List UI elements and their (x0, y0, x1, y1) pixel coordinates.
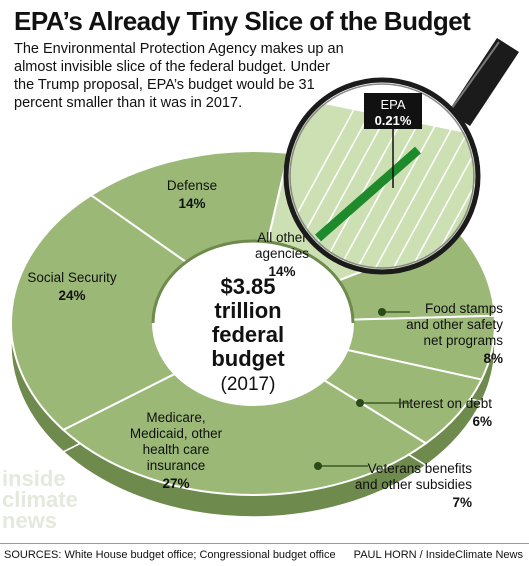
lens-hatch (484, 80, 529, 300)
label-defense: Defense 14% (167, 178, 217, 211)
label-food-line: net programs (423, 333, 503, 348)
watermark-word: inside (2, 466, 66, 491)
label-veterans-line: Veterans benefits (368, 461, 473, 476)
chart-title: EPA’s Already Tiny Slice of the Budget (14, 6, 471, 36)
label-social-value: 24% (58, 288, 85, 303)
center-line5: (2017) (221, 374, 276, 395)
chart-subtitle: The Environmental Protection Agency make… (14, 41, 344, 111)
center-line4: budget (211, 346, 285, 371)
label-allother-value: 14% (268, 264, 295, 279)
footer: SOURCES: White House budget office; Cong… (0, 543, 529, 566)
label-social-line: Social Security (27, 270, 117, 285)
magnifier-handle (448, 38, 519, 126)
watermark-word: news (2, 508, 57, 533)
label-food-line: and other safety (406, 317, 503, 332)
callout-dot-2 (314, 462, 322, 470)
epa-label: EPA (380, 97, 405, 112)
magnifier-rim-inner (289, 83, 475, 269)
label-medicare-line: Medicare, (146, 410, 205, 425)
label-allother-line: agencies (255, 246, 309, 261)
label-social: Social Security 24% (27, 270, 117, 303)
label-allother-line: All other (257, 230, 307, 245)
label-medicare-value: 27% (162, 476, 189, 491)
label-defense-line: Defense (167, 178, 217, 193)
center-line2: trillion (214, 298, 281, 323)
watermark-word: climate (2, 487, 78, 512)
label-veterans-value: 7% (452, 495, 472, 510)
label-medicare-line: insurance (147, 458, 206, 473)
label-medicare-line: Medicaid, other (130, 426, 223, 441)
sources-note: SOURCES: White House budget office; Cong… (4, 549, 336, 561)
label-food-line: Food stamps (425, 301, 503, 316)
magnifier-handle-highlight (451, 41, 500, 109)
label-interest-line: Interest on debt (398, 396, 492, 411)
credit-note: PAUL HORN / InsideClimate News (353, 549, 523, 561)
callout-lines (314, 308, 410, 470)
center-line1: $3.85 (220, 274, 275, 299)
epa-sliver (315, 146, 421, 242)
center-line3: federal (212, 322, 284, 347)
lens-hatch (339, 80, 461, 272)
callout-dot-1 (356, 399, 364, 407)
donut-hole-rim (151, 239, 355, 324)
epa-label-box (364, 93, 422, 129)
lens-hatch (286, 80, 371, 272)
lens-hatch (393, 80, 478, 272)
label-defense-value: 14% (178, 196, 205, 211)
epa-value: 0.21% (375, 113, 412, 128)
label-food-value: 8% (483, 351, 503, 366)
label-interest: Interest on debt 6% (398, 396, 492, 429)
label-veterans-line: and other subsidies (355, 477, 472, 492)
label-medicare-line: health care (143, 442, 210, 457)
magnifier-rim (283, 77, 481, 275)
label-interest-value: 6% (472, 414, 492, 429)
callout-dot-0 (378, 308, 386, 316)
donut-hole (153, 241, 353, 405)
donut-slices (10, 150, 496, 496)
